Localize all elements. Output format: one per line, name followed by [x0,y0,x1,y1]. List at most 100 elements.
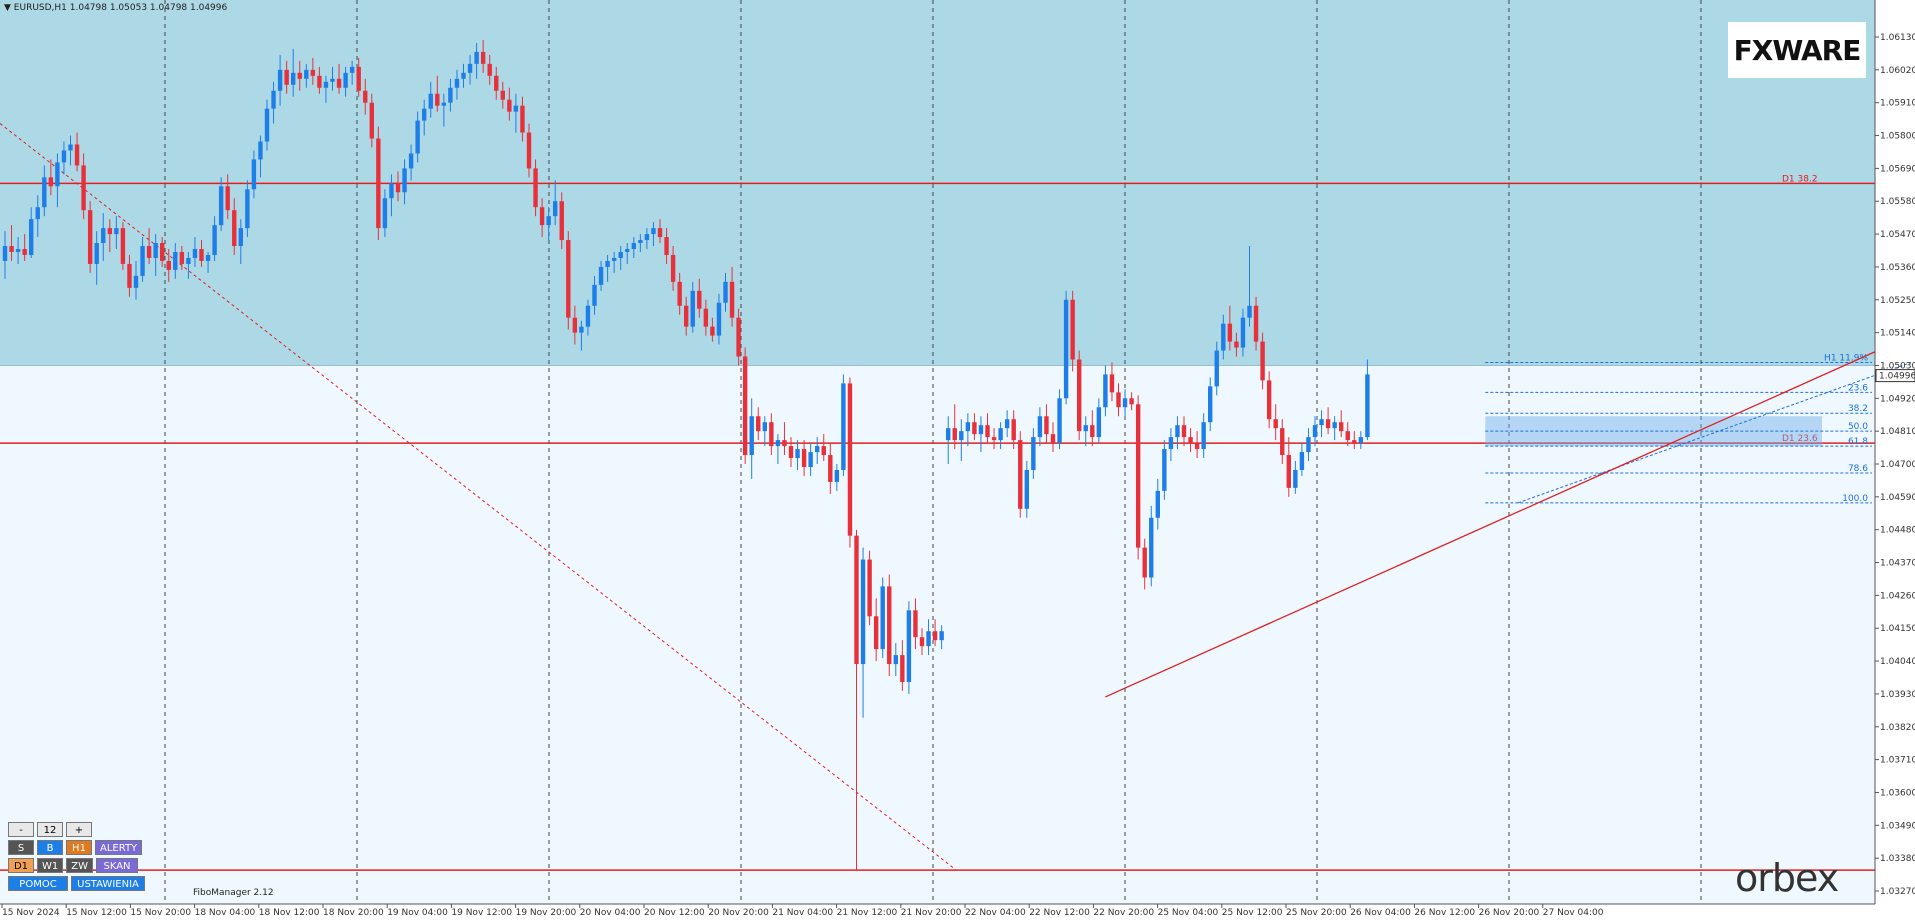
d1-button[interactable]: D1 [8,858,34,873]
fib-label: 78.6 [1848,464,1868,474]
candle-body [1240,317,1246,348]
x-tick-label: 18 Nov 04:00 [195,908,256,918]
candle-body [173,251,178,270]
candle-body [1031,437,1036,470]
candle-body [952,428,957,441]
candle-body [61,150,67,163]
candle-body [1070,299,1075,360]
candle-body [513,105,519,112]
candle-body [1234,341,1239,348]
decrease-button[interactable]: - [8,822,34,837]
candle-body [834,469,840,482]
candle-body [1352,440,1357,444]
candle-body [101,228,106,244]
candle-body [1004,419,1010,429]
candle-body [264,108,270,142]
candle-body [507,99,512,112]
candle-body [395,183,401,193]
candle-body [887,586,892,665]
x-tick-label: 19 Nov 20:00 [516,908,577,918]
candle-body [94,243,99,264]
candle-body [68,144,73,151]
candle-body [664,237,669,255]
candle-body [494,75,499,91]
candle-body [939,631,944,641]
candle-body [1247,305,1252,318]
candle-body [729,281,735,318]
candle-body [310,69,316,76]
candle-body [258,141,263,160]
x-tick-label: 18 Nov 12:00 [259,908,320,918]
x-tick-label: 20 Nov 04:00 [580,908,641,918]
y-tick-label: 1.03270 [1880,887,1915,897]
candle-body [539,207,545,226]
candle-body [670,254,676,282]
candle-body [1306,437,1311,453]
candle-body [1227,323,1233,342]
candle-body [1142,547,1147,578]
current-price-marker: 1.04996 [1875,369,1915,383]
y-tick-label: 1.05910 [1880,99,1915,109]
pomoc-button[interactable]: POMOC [8,876,68,891]
ustawienia-button[interactable]: USTAWIENIA [71,876,145,891]
candle-body [808,452,813,467]
w1-button[interactable]: W1 [37,858,64,873]
candle-body [81,165,86,211]
candle-body [1103,374,1108,408]
candle-body [323,81,329,88]
candle-body [1312,425,1318,438]
zw-button[interactable]: ZW [66,858,93,873]
x-tick-label: 15 Nov 12:00 [66,908,127,918]
candle-body [376,138,381,229]
candle-body [1201,422,1206,450]
x-tick-label: 20 Nov 12:00 [644,908,705,918]
candle-body [146,246,152,258]
b-button[interactable]: B [37,840,63,855]
alerty-button[interactable]: ALERTY [95,840,143,855]
increase-button[interactable]: + [66,822,92,837]
candle-body [651,228,656,235]
y-tick-label: 1.04480 [1880,526,1915,536]
candle-body [487,63,492,76]
y-tick-label: 1.04810 [1880,427,1915,437]
candle-body [140,246,145,276]
candle-body [926,631,931,647]
candle-body [363,90,368,103]
y-tick-label: 1.05470 [1880,230,1915,240]
candle-body [631,243,636,250]
h1-button[interactable]: H1 [66,840,92,855]
candle-body [291,72,296,85]
candle-body [697,290,702,309]
grid-lines [164,0,1702,904]
time-axis: 15 Nov 2024 15 Nov 12:00 15 Nov 20:00 18 No… [1,904,1604,918]
candle-body [913,610,918,638]
value-field[interactable]: 12 [37,822,63,837]
candle-body [1299,452,1305,470]
candle-body [1024,469,1029,509]
candle-body [605,260,610,267]
fibomanager-label: FiboManager 2.12 [193,888,274,898]
dropdown-triangle-icon[interactable]: ▼ [4,3,11,13]
candle-body [1122,398,1128,408]
candle-body [415,120,420,154]
candle-body [218,186,224,226]
candle-body [271,90,276,109]
current-price-box [1875,369,1915,383]
candle-body [1149,517,1154,578]
candle-body [710,326,715,336]
skan-button[interactable]: SKAN [96,858,138,873]
candle-body [1018,440,1023,509]
level-label: D1 38.2 [1782,174,1818,184]
candle-body [9,246,14,252]
candle-body [703,308,709,327]
candle-body [684,305,689,327]
s-button[interactable]: S [8,840,34,855]
trend-lines [0,123,1876,871]
candle-body [801,449,807,467]
candle-body [762,422,767,432]
fib-label: 50.0 [1848,422,1868,432]
candle-body [1273,419,1278,429]
candle-body [153,243,158,258]
y-tick-label: 1.05690 [1880,164,1915,174]
